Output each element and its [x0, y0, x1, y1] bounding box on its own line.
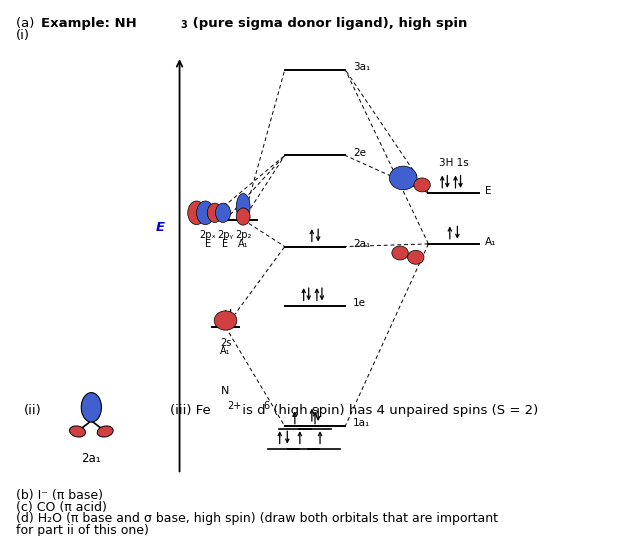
- Ellipse shape: [215, 203, 231, 222]
- Text: A₁: A₁: [220, 346, 231, 356]
- Text: 6: 6: [263, 401, 270, 411]
- Text: (ii): (ii): [24, 404, 42, 416]
- Ellipse shape: [236, 193, 250, 220]
- Circle shape: [414, 178, 430, 192]
- Text: A₁: A₁: [485, 237, 496, 247]
- Text: 1e: 1e: [353, 298, 366, 308]
- Text: (iii) Fe: (iii) Fe: [170, 404, 211, 416]
- Text: (b) I⁻ (π base): (b) I⁻ (π base): [16, 489, 103, 502]
- Text: E: E: [485, 187, 491, 196]
- Ellipse shape: [188, 201, 205, 225]
- Ellipse shape: [97, 426, 113, 437]
- Text: 2e: 2e: [353, 148, 366, 158]
- Text: Example: NH: Example: NH: [41, 17, 137, 30]
- Circle shape: [214, 311, 237, 330]
- Text: 2s: 2s: [220, 338, 231, 348]
- Text: N: N: [221, 386, 230, 396]
- Text: 2+: 2+: [227, 401, 241, 411]
- Text: 3a₁: 3a₁: [353, 62, 370, 72]
- Text: is d: is d: [238, 404, 266, 416]
- Ellipse shape: [207, 203, 222, 222]
- Text: 2pₓ: 2pₓ: [200, 230, 216, 241]
- Text: 2a₁: 2a₁: [353, 239, 370, 249]
- Ellipse shape: [81, 392, 101, 422]
- Text: 2a₁: 2a₁: [81, 452, 101, 465]
- Text: E: E: [205, 239, 211, 249]
- Circle shape: [392, 246, 408, 260]
- Text: (a): (a): [16, 17, 38, 30]
- Text: (i): (i): [16, 29, 30, 42]
- Text: 1a₁: 1a₁: [353, 419, 370, 428]
- Ellipse shape: [69, 426, 86, 437]
- Text: (pure sigma donor ligand), high spin: (pure sigma donor ligand), high spin: [188, 17, 467, 30]
- Ellipse shape: [197, 201, 214, 225]
- Text: A₁: A₁: [238, 239, 248, 249]
- Text: 3H 1s: 3H 1s: [438, 159, 469, 168]
- Text: 3: 3: [180, 20, 187, 31]
- Text: for part ii of this one): for part ii of this one): [16, 524, 149, 536]
- Text: E: E: [156, 221, 165, 234]
- Circle shape: [408, 250, 424, 264]
- Text: E: E: [222, 239, 229, 249]
- Text: (c) CO (π acid): (c) CO (π acid): [16, 501, 106, 513]
- Text: 2pᵧ: 2pᵧ: [217, 230, 234, 241]
- Circle shape: [389, 166, 417, 190]
- Text: (high spin) has 4 unpaired spins (S = 2): (high spin) has 4 unpaired spins (S = 2): [269, 404, 538, 416]
- Ellipse shape: [236, 208, 250, 225]
- Text: (d) H₂O (π base and σ base, high spin) (draw both orbitals that are important: (d) H₂O (π base and σ base, high spin) (…: [16, 512, 498, 525]
- Text: 2p₂: 2p₂: [235, 230, 251, 241]
